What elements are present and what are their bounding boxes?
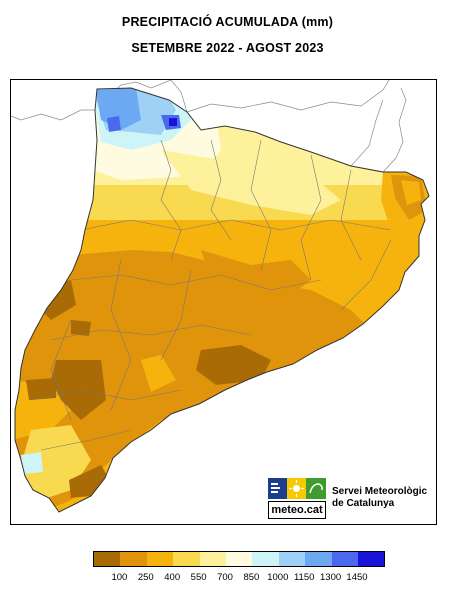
comarca-boundaries [30,139,392,451]
legend-swatch [173,552,200,566]
legend-break-label: 1300 [320,572,342,583]
legend-break-label: 700 [217,572,233,583]
legend-break-label: 550 [190,572,207,583]
precipitation-fill [15,88,429,512]
legend-swatch [305,552,332,566]
legend-break-label: 250 [137,572,154,583]
legend-break-label: 1000 [267,572,289,583]
legend-swatch [146,552,174,566]
legend-swatch [120,552,147,566]
legend-break-label: 850 [243,572,260,583]
map-title: PRECIPITACIÓ ACUMULADA (mm) [121,15,334,29]
legend-break-label: 100 [111,572,128,583]
logo-tile-blue [268,478,287,499]
map-period: SETEMBRE 2022 - AGOST 2023 [131,41,324,55]
organization-name-line2: de Catalunya [332,498,395,509]
legend-swatch [357,552,385,566]
meteocat-logo: meteo.cat [268,478,326,520]
map-frame [10,79,437,525]
legend-swatch [94,552,121,566]
logo-tile-sun [287,478,306,499]
organization-name-line1: Servei Meteorològic [332,486,428,497]
legend-break-label: 400 [164,572,181,583]
legend-swatch [199,552,226,566]
legend-break-label: 1450 [346,572,368,583]
logo-text: meteo.cat [268,501,326,519]
legend-swatch [252,552,279,566]
legend-swatch [331,552,358,566]
legend-swatch [278,552,306,566]
logo-tile-green [306,478,326,499]
legend-labels: 100 250 400 550 700 850 1000 1150 1300 1450 [0,572,455,584]
color-legend [93,551,386,567]
legend-break-label: 1150 [293,572,315,583]
legend-swatch [225,552,253,566]
precipitation-map [11,80,430,513]
